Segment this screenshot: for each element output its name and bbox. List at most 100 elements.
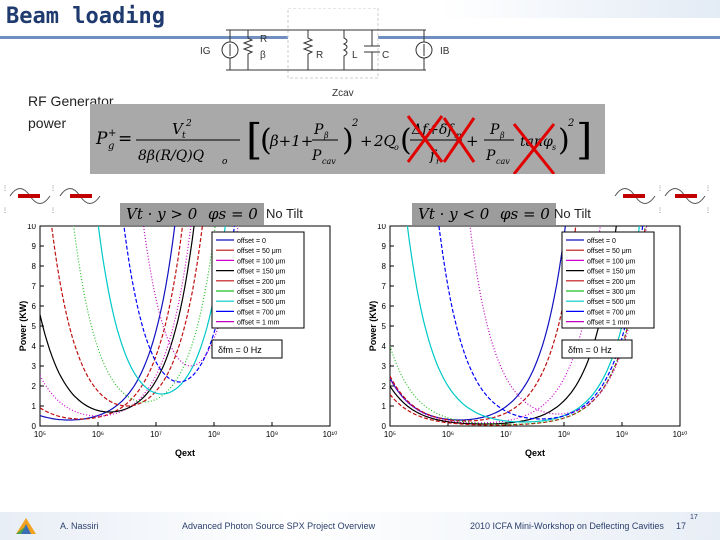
circuit-label-beta: β	[260, 50, 266, 61]
svg-text:P: P	[313, 122, 324, 138]
x-tick-label: 10⁵	[384, 430, 396, 439]
svg-text:s: s	[552, 143, 556, 152]
x-tick-label: 10⁶	[442, 430, 454, 439]
svg-text:⋮: ⋮	[2, 208, 8, 214]
x-tick-label: 10⁸	[558, 430, 570, 439]
circuit-label-ig: IG	[200, 46, 211, 57]
resistor-icon	[242, 30, 254, 70]
series-line	[123, 226, 236, 383]
svg-text:]: ]	[576, 115, 592, 164]
svg-text:cav: cav	[322, 157, 336, 166]
circuit-label-l: L	[352, 50, 358, 61]
svg-text:⋮: ⋮	[705, 208, 711, 214]
y-tick-label: 8	[382, 262, 387, 271]
y-tick-label: 5	[32, 322, 37, 331]
header-gradient	[440, 0, 720, 18]
svg-text:[: [	[246, 115, 262, 164]
svg-text:2: 2	[185, 119, 192, 129]
svg-text:⋮: ⋮	[50, 208, 56, 214]
right-chart-container: 0 1 2 3 4 5 6 7 8 9 10 10⁵ 10⁶ 10⁷ 10⁸ 10⁹ 10¹⁰ Power (KW…	[368, 222, 690, 464]
svg-text:t: t	[182, 131, 186, 141]
x-tick-label: 10¹⁰	[323, 430, 338, 439]
cavity-circuit-diagram: IG R β R L C IB Zcav	[200, 8, 450, 99]
y-tick-label: 0	[32, 422, 37, 431]
x-tick-label: 10¹⁰	[673, 430, 688, 439]
svg-text:β: β	[499, 131, 505, 140]
legend-entry: offset = 150 μm	[237, 269, 286, 276]
y-tick-label: 1	[382, 402, 387, 411]
y-tick-label: 7	[382, 282, 387, 291]
svg-text:): )	[558, 123, 570, 158]
svg-text:m: m	[454, 131, 462, 140]
svg-text:o: o	[394, 143, 399, 152]
cavity-resistor-icon	[302, 30, 314, 70]
legend-entry: offset = 200 μm	[237, 279, 286, 286]
circuit-label-r: R	[316, 50, 323, 61]
cavity-offset-icon-left: ⋮ ⋮ ⋮ ⋮	[2, 186, 101, 214]
svg-text:⋮: ⋮	[657, 186, 663, 192]
series-line	[40, 226, 184, 420]
x-tick-label: 10⁹	[616, 430, 628, 439]
df-label-box	[211, 339, 283, 359]
series-line	[390, 226, 577, 422]
svg-text:⋮: ⋮	[705, 186, 711, 192]
df-label: δfm = 0 Hz	[568, 345, 612, 355]
circuit-dashed-box	[287, 8, 379, 79]
right-no-tilt: No Tilt	[554, 206, 591, 221]
y-tick-label: 10	[27, 224, 36, 231]
y-tick-label: 2	[382, 382, 387, 391]
footer-page-superscript: 17	[690, 514, 698, 521]
legend-entry: offset = 150 μm	[587, 269, 636, 276]
svg-text:r: r	[436, 157, 441, 166]
legend-entry: offset = 50 μm	[587, 248, 632, 255]
svg-text:(: (	[260, 123, 272, 158]
legend-entry: offset = 0	[587, 238, 616, 245]
x-tick-label: 10⁹	[266, 430, 278, 439]
svg-text:2: 2	[567, 118, 574, 129]
y-tick-label: 5	[382, 322, 387, 331]
circuit-label-r-top: R	[260, 34, 267, 45]
right-condition-phi: φs = 0	[494, 203, 556, 225]
y-tick-label: 10	[377, 224, 386, 231]
slide-title: Beam loading	[6, 4, 165, 29]
y-tick-label: 3	[32, 362, 37, 371]
x-tick-label: 10⁷	[150, 430, 162, 439]
legend-entry: offset = 200 μm	[587, 279, 636, 286]
series-line	[40, 226, 192, 417]
svg-text:P: P	[489, 122, 500, 138]
legend-entry: offset = 50 μm	[237, 248, 282, 255]
legend-entry: offset = 300 μm	[587, 289, 636, 296]
y-tick-label: 9	[382, 242, 387, 251]
legend-entry: offset = 100 μm	[587, 258, 636, 265]
svg-text:(: (	[400, 123, 412, 158]
cavity-offset-icon-right: ⋮ ⋮ ⋮ ⋮	[614, 186, 711, 214]
y-tick-label: 9	[32, 242, 37, 251]
left-power-chart: 0 1 2 3 4 5 6 7 8 9 10 10⁵ 10⁶ 10⁷ 10⁸ 10⁹ 10¹⁰ Power (KW…	[18, 222, 338, 458]
df-label-box	[561, 339, 633, 359]
y-tick-label: 6	[32, 302, 37, 311]
svg-text:+: +	[108, 128, 116, 139]
footer-bar	[0, 512, 720, 540]
legend-entry: offset = 100 μm	[237, 258, 286, 265]
series-line	[97, 226, 226, 395]
svg-text:cav: cav	[496, 157, 510, 166]
legend-entry: offset = 700 μm	[587, 309, 636, 316]
series-line	[390, 226, 617, 425]
svg-text:+: +	[360, 132, 373, 150]
svg-text:β: β	[323, 131, 329, 140]
legend-entry: offset = 500 μm	[587, 299, 636, 306]
svg-text:β+1+: β+1+	[269, 132, 313, 150]
x-tick-label: 10⁶	[92, 430, 104, 439]
y-tick-label: 7	[32, 282, 37, 291]
svg-text:tanφ: tanφ	[520, 134, 553, 150]
series-line	[40, 226, 195, 413]
legend-entry: offset = 0	[237, 238, 266, 245]
svg-text:⋮: ⋮	[50, 186, 56, 192]
legend-entry: offset = 500 μm	[237, 299, 286, 306]
svg-text:f: f	[429, 148, 438, 164]
svg-text:+: +	[466, 132, 479, 150]
svg-text:8β(R/Q)Q: 8β(R/Q)Q	[138, 148, 205, 164]
x-tick-label: 10⁵	[34, 430, 46, 439]
